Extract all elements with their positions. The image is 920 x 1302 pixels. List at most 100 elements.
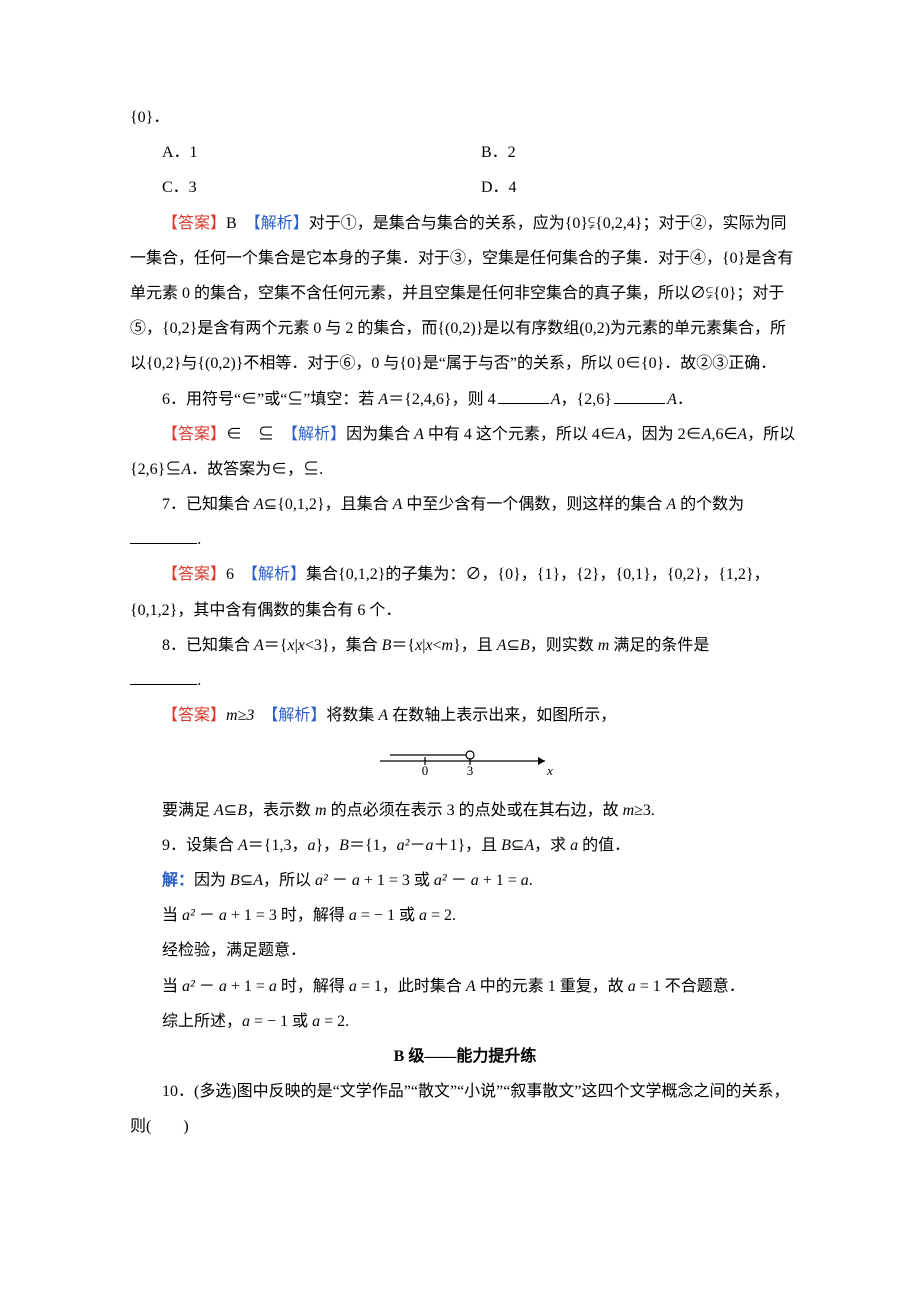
q7-stem-d: 的个数为 — [676, 496, 744, 513]
answer-label: 【答案】 — [162, 215, 226, 232]
q8-ana-b: 在数轴上表示出来，如图所示， — [388, 707, 616, 724]
q5-options-row1: A．1 B．2 — [130, 135, 800, 170]
q8-var-x2: x — [298, 637, 305, 654]
q9-B2: B — [501, 837, 511, 854]
q6-var-A-1: A — [414, 426, 424, 443]
q9-line4: 当 a² － a + 1 = a 时，解得 a = 1，此时集合 A 中的元素 … — [130, 969, 800, 1004]
q9-l1g: + 1 = — [479, 872, 521, 889]
q8-stem-i: ⊆ — [507, 637, 520, 654]
q9-l1h: . — [529, 872, 533, 889]
var-A-3: A — [667, 391, 677, 408]
q9-stem-i: 的值． — [578, 837, 630, 854]
q8-var-B2: B — [520, 637, 530, 654]
q7-blank-line: . — [130, 522, 800, 557]
q6-ana-f: ．故答案为∈，⊆. — [191, 461, 323, 478]
q8-answer-value: m≥3 — [226, 707, 254, 724]
q8-answer-block: 【答案】m≥3 【解析】将数集 A 在数轴上表示出来，如图所示， — [130, 698, 800, 733]
q9-stem-f: ＋1}，且 — [433, 837, 501, 854]
var-A-2: A — [551, 391, 561, 408]
q8-stem-d: <3}，集合 — [305, 637, 382, 654]
q9-l4c: + 1 = — [227, 978, 269, 995]
q8-con-m: m — [315, 802, 327, 819]
q9-l5a: 综上所述， — [162, 1013, 242, 1030]
q8-var-B: B — [382, 637, 392, 654]
q6-var-A-3: A — [702, 426, 712, 443]
q8-con-B: B — [237, 802, 247, 819]
q9-l4-a3: a — [269, 978, 277, 995]
q9-l4-a: a — [219, 978, 227, 995]
q7-answer-block: 【答案】6 【解析】集合{0,1,2}的子集为：∅，{0}，{1}，{2}，{0… — [130, 557, 800, 627]
q8-stem-e: ＝{ — [391, 637, 415, 654]
q9-l5-a: a — [242, 1013, 250, 1030]
q9-B: B — [339, 837, 349, 854]
q9-l1-a22: a² — [434, 872, 447, 889]
analysis-label-8: 【解析】 — [270, 707, 326, 724]
q9-A2: A — [524, 837, 534, 854]
q8-conclusion: 要满足 A⊆B，表示数 m 的点必须在表示 3 的点处或在其右边，故 m≥3. — [130, 793, 800, 828]
q8-stem-k: 满足的条件是 — [609, 637, 709, 654]
q8-con-a: 要满足 — [162, 802, 214, 819]
q9-l1-a4: a — [521, 872, 529, 889]
prev-continuation: {0}． — [130, 100, 800, 135]
number-line-svg: 0 3 x — [370, 737, 560, 777]
q7-answer-value: 6 — [226, 566, 234, 583]
q9-l5-a2: a — [312, 1013, 320, 1030]
q8-stem-a: 8．已知集合 — [162, 637, 254, 654]
q6-stem-a: 6．用符号“∈”或“⊆”填空：若 — [162, 391, 378, 408]
blank-2 — [614, 388, 665, 403]
q9-l4b: － — [195, 978, 219, 995]
q9-l4f: 中的元素 1 重复，故 — [476, 978, 628, 995]
section-b-title: B 级——能力提升练 — [130, 1039, 800, 1074]
q9-l1-a: a — [352, 872, 360, 889]
q9-l1-B: B — [230, 872, 240, 889]
q8-con-m2: m — [623, 802, 635, 819]
q9-stem-d: ＝{1， — [349, 837, 397, 854]
q9-stem-h: ，求 — [534, 837, 570, 854]
answer-label-6: 【答案】 — [162, 426, 226, 443]
q9-l2b: － — [195, 907, 219, 924]
number-line-figure: 0 3 x — [130, 733, 800, 792]
q9-l2a: 当 — [162, 907, 182, 924]
q6-stem: 6．用符号“∈”或“⊆”填空：若 A＝{2,4,6}，则 4A，{2,6}A． — [130, 382, 800, 417]
q6-ana-c: ，因为 2∈ — [626, 426, 702, 443]
axis-x: x — [546, 763, 553, 777]
q9-l4e: = 1，此时集合 — [357, 978, 466, 995]
q9-l1-a2: a² — [315, 872, 328, 889]
q8-stem-h: }，且 — [453, 637, 497, 654]
q8-var-x4: x — [425, 637, 432, 654]
q9-l1a: 因为 — [194, 872, 230, 889]
q9-l2c: + 1 = 3 时，解得 — [227, 907, 349, 924]
q6-ana-a: 因为集合 — [346, 426, 414, 443]
blank-4 — [130, 670, 197, 685]
q8-stem-b: ＝{ — [264, 637, 288, 654]
q9-l1c: ，所以 — [263, 872, 315, 889]
var-A: A — [378, 391, 388, 408]
q8-blank-line: . — [130, 663, 800, 698]
q8-ana-A: A — [378, 707, 388, 724]
q9-line5: 综上所述，a = − 1 或 a = 2. — [130, 1004, 800, 1039]
q9-l2e: = 2. — [427, 907, 456, 924]
q8-ana-a: 将数集 — [326, 707, 378, 724]
q9-stem-g: ⊆ — [511, 837, 524, 854]
q9-stem-a: 9．设集合 — [162, 837, 238, 854]
q9-l1-A: A — [253, 872, 263, 889]
q9-l2-a: a — [219, 907, 227, 924]
q7-stem-c: 中至少含有一个偶数，则这样的集合 — [402, 496, 666, 513]
q9-stem-e: － — [409, 837, 425, 854]
analysis-label: 【解析】 — [253, 215, 309, 232]
q8-stem: 8．已知集合 A＝{x|x<3}，集合 B＝{x|x<m}，且 A⊆B，则实数 … — [130, 628, 800, 663]
q9-l1e: + 1 = 3 或 — [360, 872, 434, 889]
document-page: {0}． A．1 B．2 C．3 D．4 【答案】B 【解析】对于①，是集合与集… — [0, 0, 920, 1302]
q5-answer-block: 【答案】B 【解析】对于①，是集合与集合的关系，应为{0}⫋{0,2,4}；对于… — [130, 206, 800, 382]
q9-line2: 当 a² － a + 1 = 3 时，解得 a = − 1 或 a = 2. — [130, 898, 800, 933]
q9-stem-b: ＝{1,3， — [248, 837, 308, 854]
q7-var-A-1: A — [254, 496, 264, 513]
q9-l4-a5: a — [628, 978, 636, 995]
solve-label: 解： — [162, 872, 194, 889]
q8-con-c: ，表示数 — [247, 802, 315, 819]
blank-1 — [498, 388, 549, 403]
q9-l1f: － — [447, 872, 471, 889]
q6-answer-value: ∈ ⊆ — [226, 426, 274, 443]
q6-var-A-4: A — [737, 426, 747, 443]
q9-l1d: － — [328, 872, 352, 889]
